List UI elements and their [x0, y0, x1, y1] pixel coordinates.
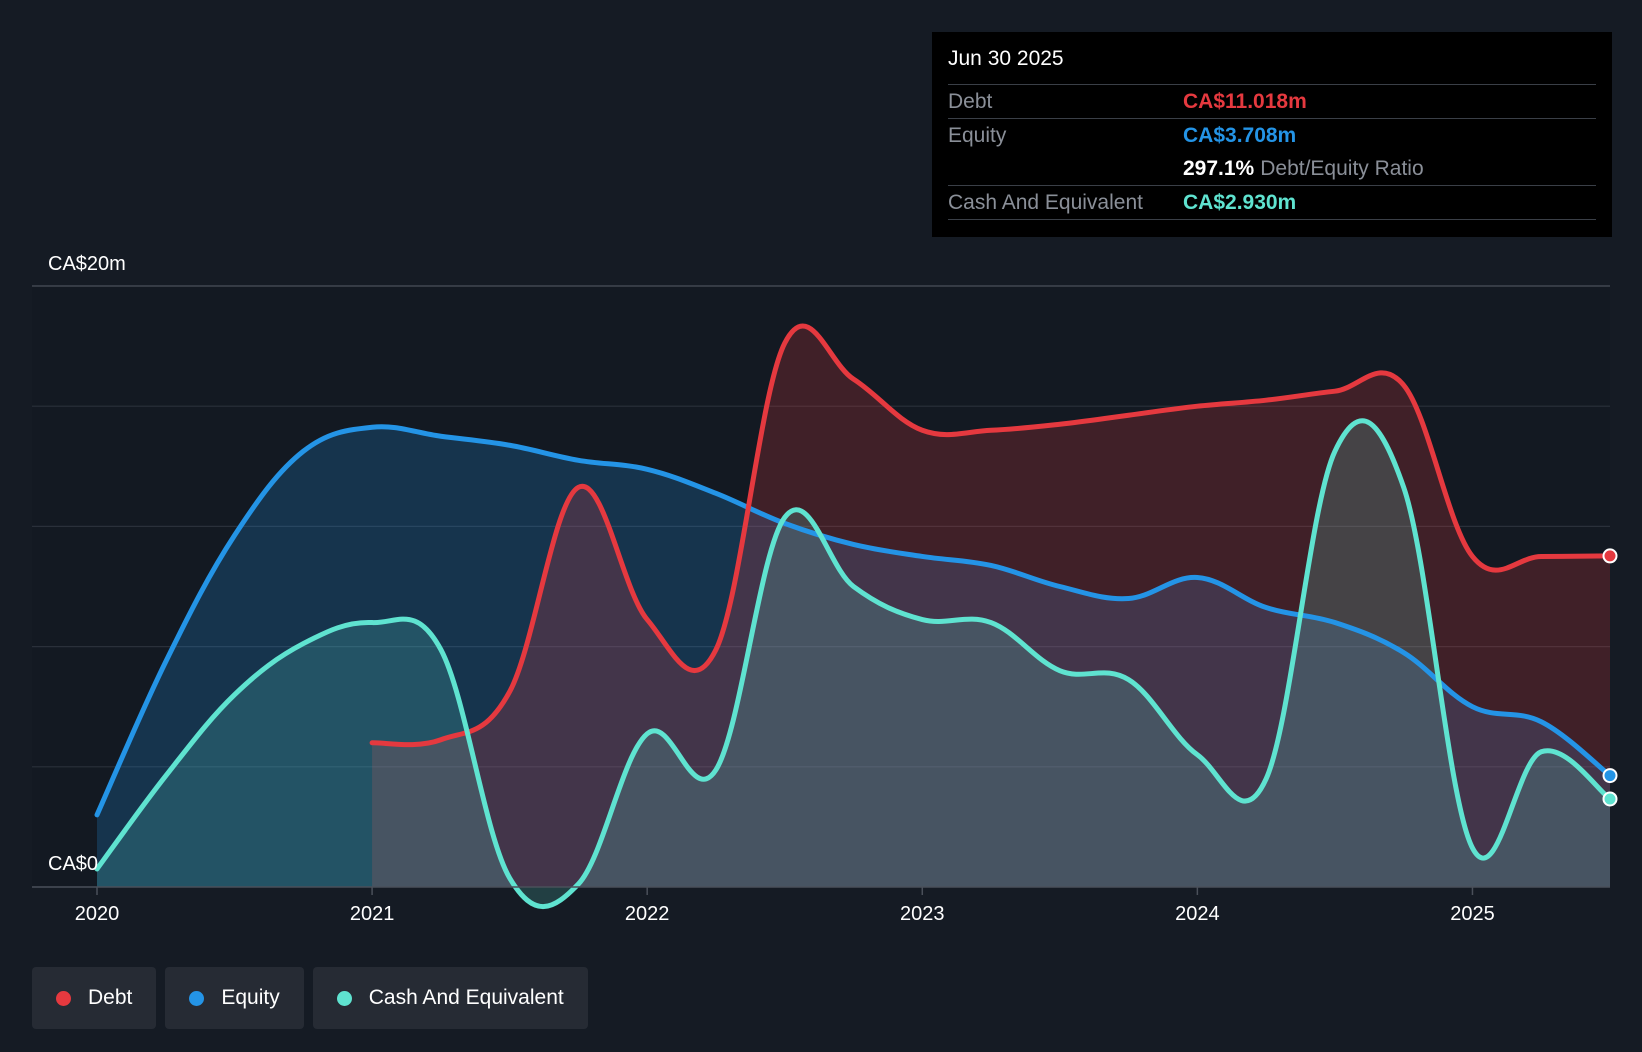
- legend: Debt Equity Cash And Equivalent: [32, 967, 597, 1029]
- tooltip-cash-value: CA$2.930m: [1183, 191, 1297, 214]
- x-tick-label: 2024: [1175, 903, 1220, 925]
- equity-line: [94, 424, 1613, 818]
- y-axis-bottom-label: CA$0: [48, 853, 98, 875]
- series-endpoints: [1602, 548, 1618, 807]
- tooltip-equity-label: Equity: [948, 124, 1007, 147]
- x-tick-label: 2020: [75, 903, 120, 925]
- debt-dot-icon: [56, 990, 71, 1006]
- legend-equity-label: Equity: [221, 986, 280, 1009]
- debt-area: [372, 325, 1610, 887]
- legend-cash-label: Cash And Equivalent: [368, 986, 564, 1009]
- tooltip-ratio-value: 297.1%: [1183, 157, 1255, 180]
- tooltip-debt-label: Debt: [948, 90, 993, 113]
- cash-and-equivalent-area: [97, 420, 1610, 907]
- series-lines: [94, 323, 1613, 909]
- x-tick-label: 2025: [1450, 903, 1495, 925]
- tooltip-ratio-label: Debt/Equity Ratio: [1260, 157, 1424, 180]
- y-axis-top-label: CA$20m: [48, 253, 126, 275]
- cash-and-equivalent-end-point: [1602, 791, 1618, 807]
- tooltip-date: Jun 30 2025: [948, 46, 1596, 85]
- legend-item-debt[interactable]: Debt: [32, 967, 157, 1029]
- tooltip-cash-label: Cash And Equivalent: [948, 191, 1143, 214]
- x-tick-label: 2023: [900, 903, 945, 925]
- legend-debt-label: Debt: [88, 986, 133, 1009]
- debt-line: [369, 323, 1613, 748]
- equity-dot-icon: [189, 990, 205, 1006]
- tooltip-ratio-spacer: [948, 152, 1183, 185]
- debt-end-point: [1602, 548, 1618, 564]
- x-tick-label: 2022: [625, 903, 670, 925]
- tooltip-row-ratio: 297.1% Debt/Equity Ratio: [948, 152, 1596, 186]
- legend-item-equity[interactable]: Equity: [165, 967, 304, 1029]
- cash-and-equivalent-line: [94, 418, 1613, 909]
- cash-dot-icon: [336, 990, 352, 1006]
- x-axis-ticks: 2020 2021 2022 2023 2024 2025: [75, 887, 1495, 925]
- tooltip-row-cash: Cash And Equivalent CA$2.930m: [948, 186, 1596, 220]
- tooltip-debt-value: CA$11.018m: [1183, 90, 1307, 113]
- legend-item-cash[interactable]: Cash And Equivalent: [312, 967, 588, 1029]
- equity-end-point: [1602, 768, 1618, 784]
- tooltip-row-equity: Equity CA$3.708m: [948, 119, 1596, 152]
- x-tick-label: 2021: [350, 903, 395, 925]
- tooltip-equity-value: CA$3.708m: [1183, 124, 1297, 147]
- tooltip-row-debt: Debt CA$11.018m: [948, 85, 1596, 119]
- tooltip-panel: Jun 30 2025 Debt CA$11.018m Equity CA$3.…: [932, 32, 1612, 237]
